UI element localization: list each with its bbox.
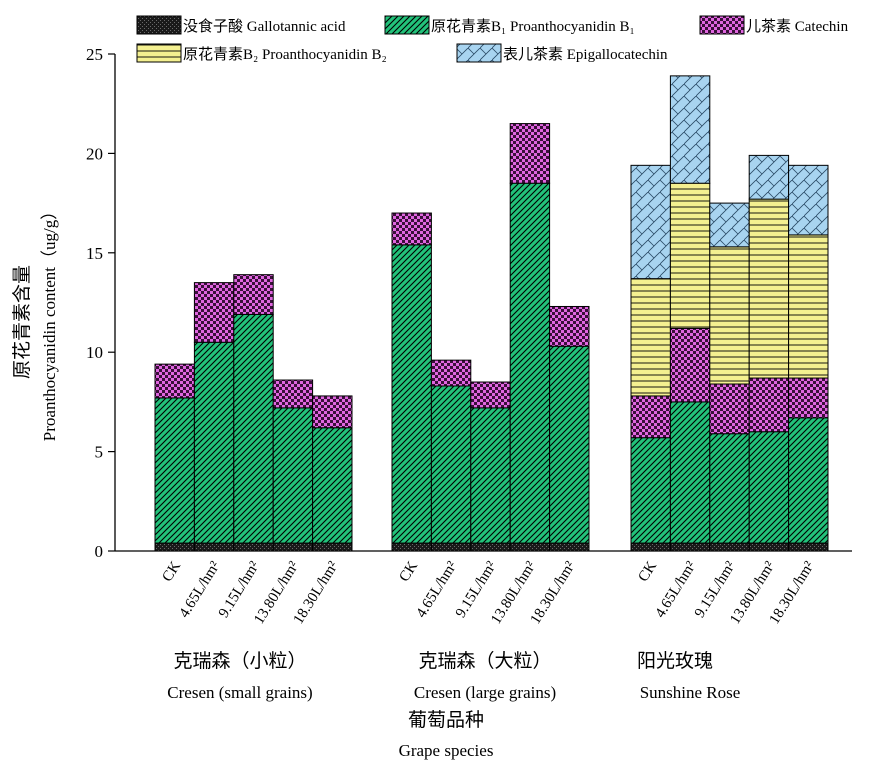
bar-segment-2-4-4 bbox=[788, 164, 829, 236]
bar-segment-0-4-1 bbox=[312, 427, 353, 544]
bar-segment-0-4-2 bbox=[312, 395, 353, 429]
bar-segment-2-0-0 bbox=[630, 542, 671, 552]
bar-segment-0-1-1 bbox=[193, 341, 235, 544]
bar-segment-0-2-0 bbox=[233, 542, 274, 552]
y-tick-label: 5 bbox=[95, 443, 104, 462]
y-axis-label-en: Proanthocyanidin content（ug/g） bbox=[40, 203, 59, 441]
legend-swatch-1 bbox=[384, 15, 430, 35]
bar-segment-2-0-3 bbox=[630, 278, 671, 397]
bar-segment-0-3-0 bbox=[272, 542, 314, 552]
legend-swatch-0 bbox=[136, 15, 182, 35]
bar-segment-1-0-0 bbox=[391, 542, 432, 552]
bar-segment-1-2-1 bbox=[470, 407, 511, 544]
legend-label-1: 原花青素B₁ Proanthocyanidin B₁ bbox=[431, 18, 635, 35]
bar-segment-1-1-1 bbox=[430, 385, 472, 544]
bar-segment-0-2-2 bbox=[233, 274, 274, 315]
group-label-en-1: Cresen (large grains) bbox=[414, 683, 556, 702]
bar-segment-2-2-2 bbox=[709, 383, 750, 435]
group-label-cn-2: 阳光玫瑰 bbox=[637, 650, 713, 672]
bar-segment-0-0-1 bbox=[154, 397, 195, 544]
bar-segment-1-0-2 bbox=[391, 212, 432, 246]
bar-segment-1-1-2 bbox=[430, 359, 472, 387]
bar-segment-1-3-2 bbox=[509, 123, 551, 184]
bar-segment-2-3-4 bbox=[748, 154, 790, 200]
category-label-0-0: CK bbox=[159, 559, 184, 585]
x-axis-label-en: Grape species bbox=[399, 741, 494, 760]
legend-swatch-4 bbox=[456, 43, 502, 63]
category-label-2-0: CK bbox=[635, 559, 660, 585]
y-tick-label: 25 bbox=[86, 45, 103, 64]
y-tick-label: 20 bbox=[86, 144, 103, 163]
bar-segment-2-3-0 bbox=[748, 542, 790, 552]
bar-segment-1-2-0 bbox=[470, 542, 511, 552]
legend-label-3: 原花青素B₂ Proanthocyanidin B₂ bbox=[183, 46, 387, 63]
bar-segment-1-4-2 bbox=[549, 305, 590, 347]
bar-segment-2-1-2 bbox=[669, 327, 711, 403]
bar-segment-2-0-4 bbox=[630, 164, 671, 280]
legend-label-0: 没食子酸 Gallotannic acid bbox=[183, 18, 346, 35]
x-axis-label-cn: 葡萄品种 bbox=[408, 709, 484, 731]
bar-segment-0-3-2 bbox=[272, 379, 314, 409]
bar-segment-2-1-4 bbox=[669, 75, 711, 184]
bar-segment-0-0-0 bbox=[154, 542, 195, 552]
bar-segment-2-0-2 bbox=[630, 395, 671, 439]
bar-segment-1-3-0 bbox=[509, 542, 551, 552]
bar-segment-2-4-1 bbox=[788, 417, 829, 544]
bar-segment-1-3-1 bbox=[509, 182, 551, 544]
bar-segment-2-4-2 bbox=[788, 377, 829, 419]
bars-layer bbox=[154, 75, 829, 552]
bar-segment-1-4-1 bbox=[549, 345, 590, 544]
bar-segment-2-3-2 bbox=[748, 377, 790, 433]
bar-segment-2-0-1 bbox=[630, 437, 671, 544]
bar-segment-0-0-2 bbox=[154, 363, 195, 399]
bar-segment-1-1-0 bbox=[430, 542, 472, 552]
bar-segment-2-2-3 bbox=[709, 246, 750, 385]
legend-swatch-3 bbox=[136, 43, 182, 63]
bar-segment-2-3-3 bbox=[748, 198, 790, 379]
group-label-en-0: Cresen (small grains) bbox=[167, 683, 312, 702]
bar-segment-0-2-1 bbox=[233, 313, 274, 544]
bar-segment-0-4-0 bbox=[312, 542, 353, 552]
legend-swatch-2 bbox=[699, 15, 745, 35]
category-label-1-0: CK bbox=[396, 559, 421, 585]
legend-label-4: 表儿茶素 Epigallocatechin bbox=[503, 46, 668, 63]
bar-segment-2-2-1 bbox=[709, 433, 750, 544]
bar-segment-0-3-1 bbox=[272, 407, 314, 544]
bar-segment-2-1-1 bbox=[669, 401, 711, 544]
legend-label-2: 儿茶素 Catechin bbox=[746, 18, 849, 35]
group-label-cn-0: 克瑞森（小粒） bbox=[173, 650, 306, 672]
bar-segment-0-1-0 bbox=[193, 542, 235, 552]
y-tick-label: 0 bbox=[95, 542, 104, 561]
bar-segment-2-4-3 bbox=[788, 234, 829, 379]
bar-segment-1-4-0 bbox=[549, 542, 590, 552]
y-tick-label: 15 bbox=[86, 244, 103, 263]
bar-segment-2-2-0 bbox=[709, 542, 750, 552]
bar-segment-2-4-0 bbox=[788, 542, 829, 552]
bar-segment-2-1-3 bbox=[669, 182, 711, 329]
bar-segment-2-2-4 bbox=[709, 202, 750, 248]
bar-segment-0-1-2 bbox=[193, 282, 235, 343]
legend: 没食子酸 Gallotannic acid 原花青素B₁ Proanthocyan… bbox=[136, 15, 849, 63]
y-axis-label-cn: 原花青素含量 bbox=[11, 265, 33, 379]
bar-segment-2-3-1 bbox=[748, 431, 790, 544]
bar-segment-1-0-1 bbox=[391, 244, 432, 544]
bar-segment-1-2-2 bbox=[470, 381, 511, 409]
x-axis: CK4.65L/hm²9.15L/hm²13.80L/hm²18.30L/hm²… bbox=[159, 558, 817, 702]
bar-segment-2-1-0 bbox=[669, 542, 711, 552]
group-label-cn-1: 克瑞森（大粒） bbox=[418, 650, 551, 672]
group-label-en-2: Sunshine Rose bbox=[640, 683, 741, 702]
y-tick-label: 10 bbox=[86, 343, 103, 362]
